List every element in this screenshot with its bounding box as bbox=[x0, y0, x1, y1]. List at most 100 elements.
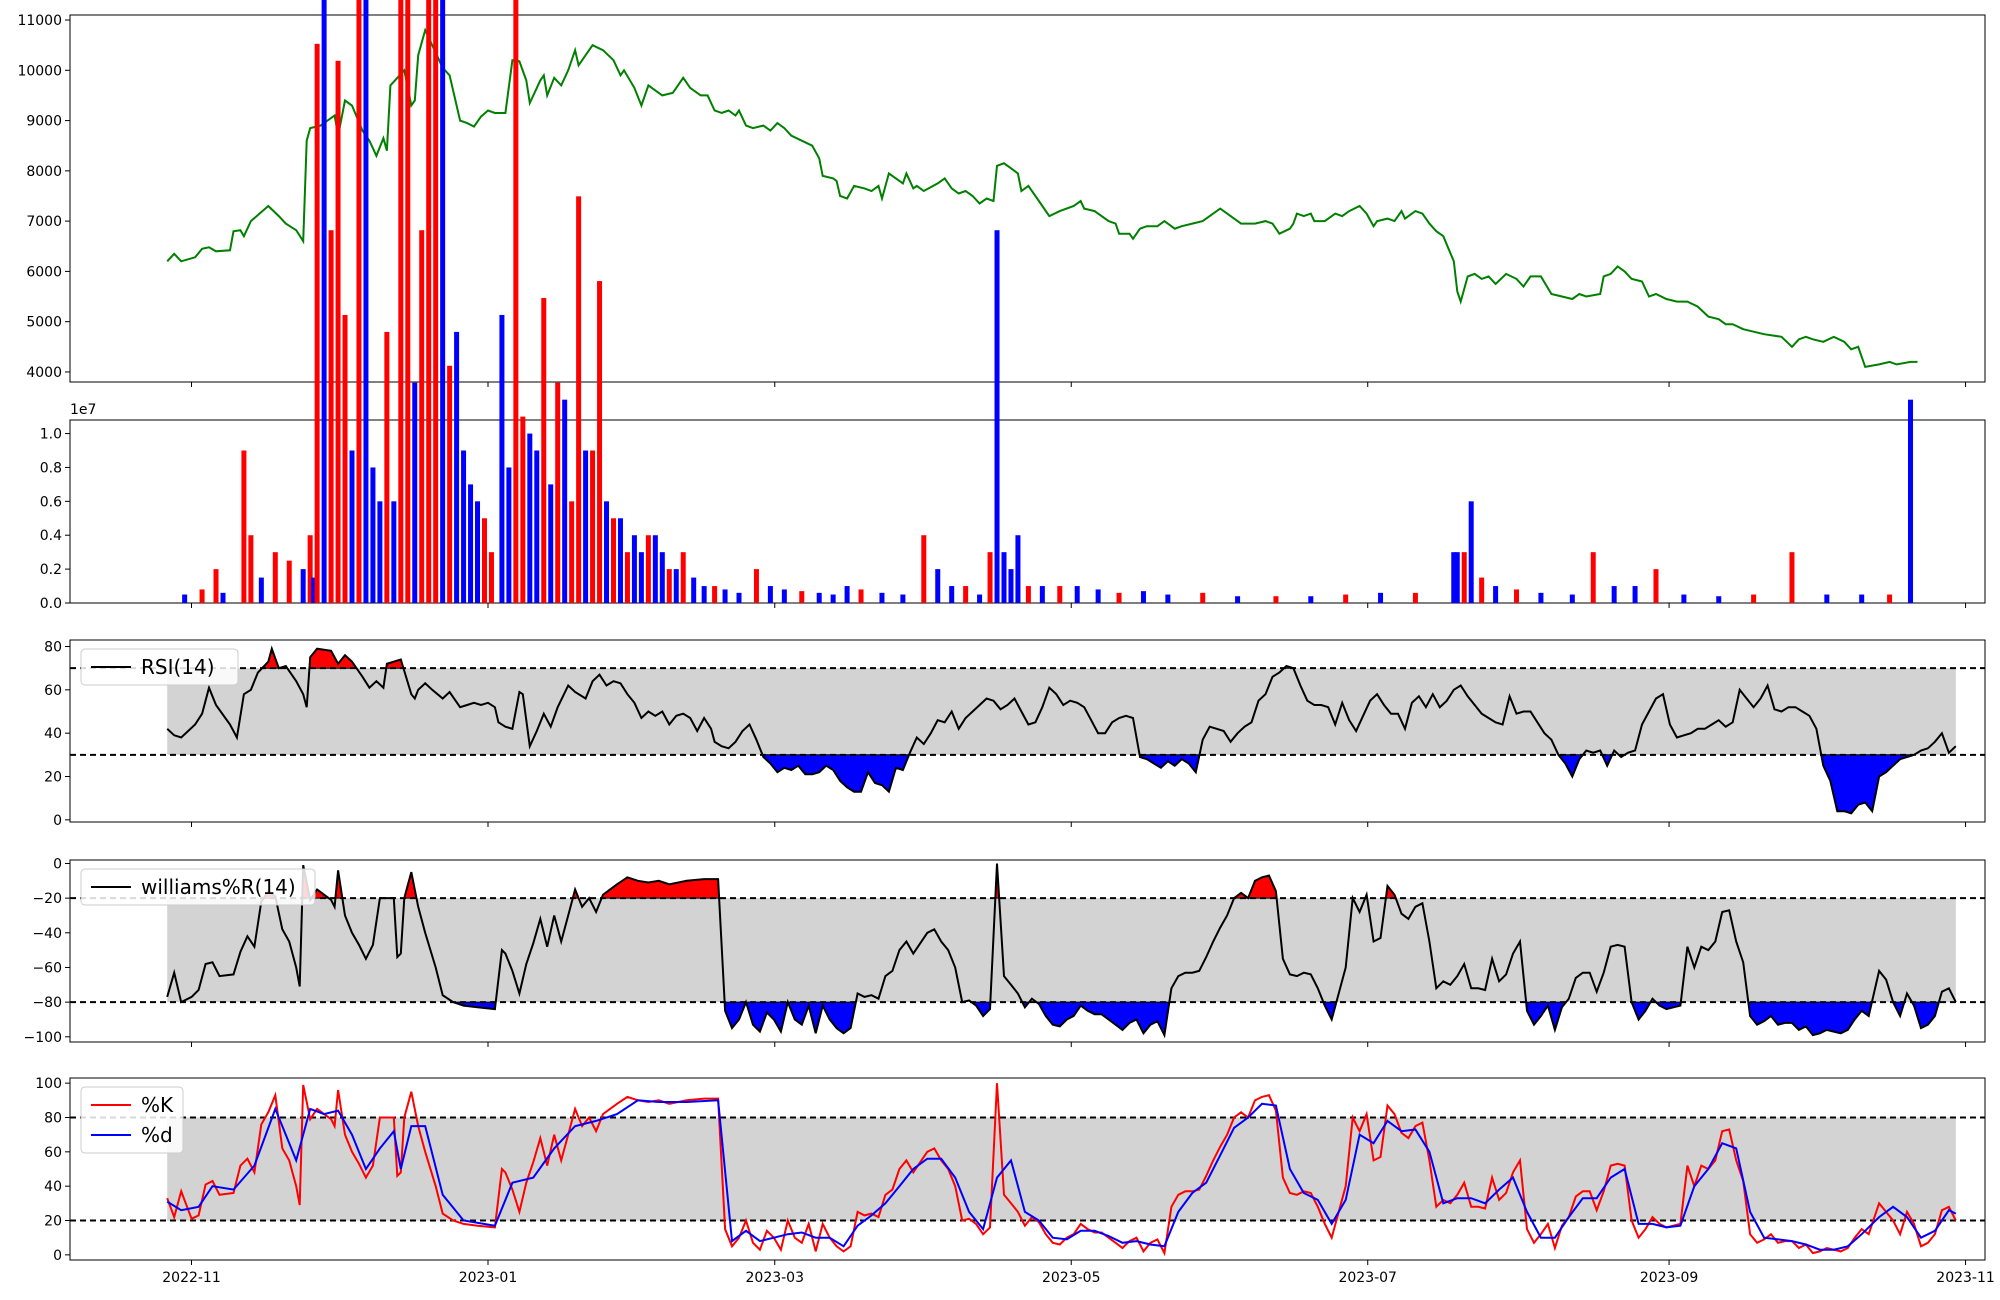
volume-bar bbox=[652, 535, 658, 603]
williams-line bbox=[166, 863, 1957, 1039]
volume-offset-label: 1e7 bbox=[70, 402, 96, 418]
volume-bar bbox=[1378, 592, 1384, 603]
volume-bar bbox=[712, 586, 718, 603]
volume-bar bbox=[994, 230, 1000, 603]
volume-panel: 0.0 0.2 0.4 0.6 0.8 1.0 1e7 bbox=[40, 0, 1986, 612]
legend-label: %d bbox=[141, 1123, 173, 1147]
volume-bar bbox=[1789, 552, 1795, 603]
rsi-band bbox=[167, 668, 1956, 755]
volume-bar bbox=[1716, 596, 1722, 603]
legend-label: %K bbox=[141, 1093, 174, 1117]
y-tick-label: 40 bbox=[44, 1179, 62, 1195]
legend-box bbox=[80, 1086, 184, 1154]
volume-bar bbox=[220, 592, 226, 603]
volume-bar bbox=[816, 592, 822, 603]
volume-bar bbox=[576, 196, 582, 604]
y-tick-label: 100 bbox=[35, 1076, 62, 1092]
y-tick-label: 0 bbox=[53, 813, 62, 829]
volume-bar bbox=[1200, 592, 1206, 603]
legend-label: RSI(14) bbox=[141, 655, 215, 679]
volume-bar bbox=[935, 569, 941, 603]
volume-bar bbox=[799, 591, 805, 603]
y-tick-label: 6000 bbox=[26, 264, 62, 280]
volume-bar bbox=[1468, 501, 1474, 603]
volume-bar bbox=[541, 298, 547, 603]
volume-bar bbox=[631, 535, 637, 603]
volume-bar bbox=[1590, 552, 1596, 603]
volume-bar bbox=[370, 467, 376, 603]
volume-bar bbox=[520, 416, 526, 603]
volume-bar bbox=[1165, 594, 1171, 603]
y-tick-label: 0.4 bbox=[40, 528, 62, 544]
y-tick-label: 0.2 bbox=[40, 562, 62, 578]
volume-bar bbox=[1308, 596, 1314, 603]
volume-bar bbox=[440, 0, 446, 604]
volume-bar bbox=[583, 450, 589, 603]
volume-bar bbox=[405, 0, 411, 604]
volume-bar bbox=[527, 433, 533, 603]
volume-bar bbox=[1514, 589, 1520, 603]
volume-bar bbox=[342, 314, 348, 603]
volume-bar bbox=[356, 0, 362, 603]
volume-bar bbox=[858, 589, 864, 603]
volume-bar bbox=[461, 450, 467, 603]
volume-bar bbox=[447, 365, 453, 603]
volume-bar bbox=[433, 0, 439, 603]
volume-bar bbox=[534, 450, 540, 603]
y-tick-label: 5000 bbox=[26, 315, 62, 331]
axes-frame-4 bbox=[69, 1077, 1986, 1261]
volume-bar bbox=[701, 586, 707, 603]
y-tick-label: 60 bbox=[44, 683, 62, 699]
y-tick-label: 4000 bbox=[26, 365, 62, 381]
volume-bar bbox=[548, 484, 554, 603]
y-tick-label: 20 bbox=[44, 770, 62, 786]
volume-bar bbox=[1824, 594, 1830, 603]
x-tick-label: 2023-05 bbox=[1042, 1270, 1101, 1286]
volume-bar bbox=[1461, 552, 1467, 603]
volume-bar bbox=[481, 518, 487, 603]
volume-bar bbox=[673, 569, 679, 603]
volume-bar bbox=[562, 399, 568, 603]
volume-bar bbox=[879, 592, 885, 603]
volume-bar bbox=[419, 230, 425, 603]
volume-bar bbox=[384, 331, 390, 603]
volume-bar bbox=[1653, 569, 1659, 603]
volume-bar bbox=[1273, 596, 1279, 603]
volume-bar bbox=[1908, 399, 1914, 603]
volume-bar bbox=[286, 560, 292, 603]
stochastic-band bbox=[167, 1117, 1956, 1221]
y-tick-label: 80 bbox=[44, 1110, 62, 1126]
volume-bar bbox=[1343, 594, 1349, 603]
y-tick-label: −80 bbox=[32, 995, 62, 1011]
volume-bar bbox=[398, 0, 404, 603]
volume-bar bbox=[1751, 594, 1757, 603]
volume-bar bbox=[1039, 586, 1045, 603]
volume-bar bbox=[722, 589, 728, 603]
volume-bar bbox=[590, 450, 596, 603]
volume-bar bbox=[977, 594, 983, 603]
volume-bar bbox=[307, 535, 313, 603]
volume-bar bbox=[454, 331, 460, 603]
volume-bar bbox=[597, 281, 603, 603]
volume-bar bbox=[1008, 569, 1014, 603]
volume-bar bbox=[753, 569, 759, 603]
volume-bar bbox=[987, 552, 993, 603]
volume-bar bbox=[391, 501, 397, 603]
volume-bar bbox=[311, 577, 317, 603]
volume-bar bbox=[258, 577, 264, 603]
volume-bar bbox=[377, 501, 383, 603]
volume-bar bbox=[213, 569, 219, 603]
y-tick-label: 7000 bbox=[26, 214, 62, 230]
volume-bar bbox=[248, 535, 254, 603]
y-tick-label: 0 bbox=[53, 856, 62, 872]
volume-bar bbox=[624, 552, 630, 603]
volume-bar bbox=[513, 0, 519, 604]
volume-bar bbox=[949, 586, 955, 603]
x-tick-label: 2023-07 bbox=[1338, 1270, 1397, 1286]
axes-frame-2 bbox=[69, 639, 1986, 823]
volume-bar bbox=[645, 535, 651, 603]
y-tick-label: 0.6 bbox=[40, 494, 62, 510]
volume-bar bbox=[666, 569, 672, 603]
volume-bar bbox=[1074, 586, 1080, 603]
